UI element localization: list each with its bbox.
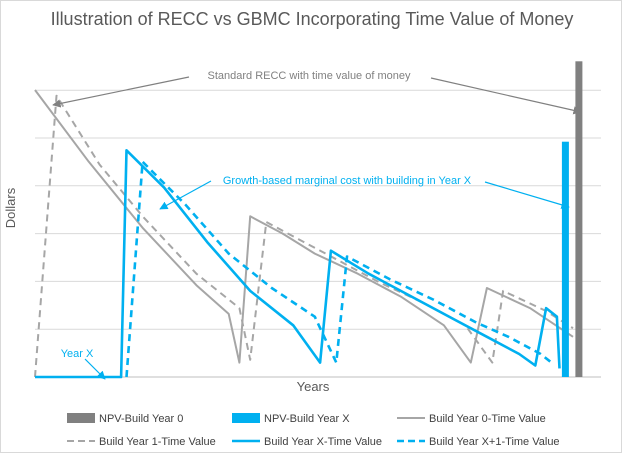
- arrow-recc-right: [430, 77, 582, 115]
- legend-label: Build Year 0-Time Value: [429, 413, 546, 425]
- arrow-gbmc-left: [159, 180, 212, 210]
- legend-label: Build Year X+1-Time Value: [429, 436, 560, 448]
- annotation-gbmc: Growth-based marginal cost with building…: [223, 175, 472, 187]
- series-line-build-year-x-1-time-value: [125, 160, 553, 378]
- legend-label: NPV-Build Year 0: [99, 413, 183, 425]
- legend-label: Build Year 1-Time Value: [99, 436, 216, 448]
- legend-item-build-year-0-time-value: Build Year 0-Time Value: [397, 413, 546, 425]
- legend-item-npv-build-year-x: NPV-Build Year X: [232, 413, 350, 425]
- legend-item-npv-build-year-0: NPV-Build Year 0: [67, 413, 183, 425]
- annotation-year-x: Year X: [61, 348, 94, 360]
- legend-label: Build Year X-Time Value: [264, 436, 382, 448]
- x-axis-label: Years: [297, 379, 330, 394]
- legend-item-build-year-1-time-value: Build Year 1-Time Value: [67, 436, 216, 448]
- bar-npv-build-year-x: [561, 141, 569, 377]
- legend: NPV-Build Year 0 NPV-Build Year X Build Ye…: [67, 413, 560, 448]
- y-axis-label: Dollars: [3, 187, 18, 228]
- legend-item-build-year-x-time-value: Build Year X-Time Value: [232, 436, 382, 448]
- legend-label: NPV-Build Year X: [264, 413, 350, 425]
- gridlines: [35, 89, 601, 378]
- legend-swatch: [232, 413, 260, 423]
- arrow-gbmc-right: [484, 181, 570, 209]
- chart-title: Illustration of RECC vs GBMC Incorporati…: [50, 9, 574, 29]
- arrow-recc-left: [52, 76, 190, 108]
- legend-item-build-year-x-1-time-value: Build Year X+1-Time Value: [397, 436, 560, 448]
- series-line-build-year-1-time-value: [34, 94, 574, 378]
- series-line-build-year-x-time-value: [35, 149, 561, 379]
- legend-swatch: [67, 413, 95, 423]
- series-layer: [34, 89, 574, 379]
- series-line-build-year-0-time-value: [34, 89, 574, 364]
- annotation-recc: Standard RECC with time value of money: [208, 70, 411, 82]
- arrow-year-x: [84, 358, 106, 380]
- bar-npv-build-year-0: [575, 61, 583, 378]
- annotation-layer: Standard RECC with time value of money G…: [52, 70, 582, 380]
- bar-layer: [561, 61, 583, 378]
